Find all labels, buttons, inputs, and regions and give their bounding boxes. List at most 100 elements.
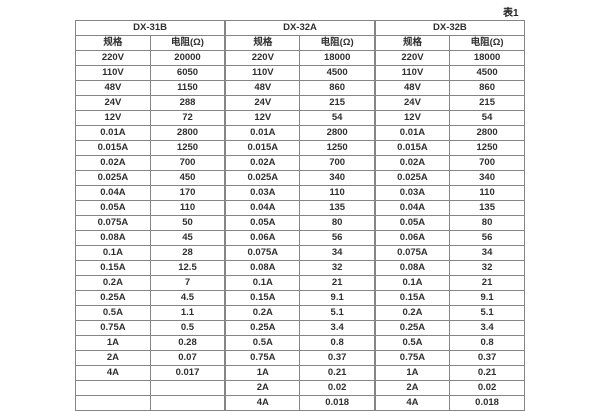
- spec-column-header: 规格: [224, 35, 301, 51]
- spec-cell: 220V: [224, 50, 301, 66]
- resistance-cell: 860: [299, 80, 376, 96]
- resistance-cell: 4500: [449, 65, 525, 81]
- resistance-cell: 3.4: [299, 320, 376, 336]
- resistance-cell: 110: [449, 185, 525, 201]
- group-header-row: DX-31B DX-32A DX-32B: [75, 20, 525, 36]
- table-row: 0.2A 7 0.1A 21 0.1A 21: [75, 275, 525, 291]
- resistance-cell: 21: [299, 275, 376, 291]
- table-row: 0.05A 110 0.04A 135 0.04A 135: [75, 200, 525, 216]
- resistance-cell: [149, 395, 226, 411]
- resistance-cell: 3.4: [449, 320, 525, 336]
- resistance-cell: 72: [149, 110, 226, 126]
- resistance-cell: 135: [299, 200, 376, 216]
- resistance-cell: 340: [449, 170, 525, 186]
- resistance-cell: 5.1: [299, 305, 376, 321]
- spec-cell: 0.5A: [373, 335, 451, 351]
- spec-cell: 0.075A: [75, 215, 151, 231]
- resistance-cell: 32: [299, 260, 376, 276]
- resistance-cell: 1250: [299, 140, 376, 156]
- resistance-cell: 54: [449, 110, 525, 126]
- spec-cell: 0.01A: [373, 125, 451, 141]
- spec-cell: 0.2A: [75, 275, 151, 291]
- resistance-cell: 6050: [149, 65, 226, 81]
- spec-cell: 1A: [373, 365, 451, 381]
- spec-cell: 4A: [75, 365, 151, 381]
- spec-cell: 0.5A: [75, 305, 151, 321]
- table-row: 0.08A 45 0.06A 56 0.06A 56: [75, 230, 525, 246]
- resistance-cell: 0.02: [299, 380, 376, 396]
- table-row: 4A 0.018 4A 0.018: [75, 395, 525, 411]
- resistance-cell: 2800: [449, 125, 525, 141]
- spec-cell: [75, 380, 151, 396]
- table-row: 0.075A 50 0.05A 80 0.05A 80: [75, 215, 525, 231]
- spec-cell: 0.025A: [224, 170, 301, 186]
- table-row: 4A 0.017 1A 0.21 1A 0.21: [75, 365, 525, 381]
- resistance-cell: 0.37: [449, 350, 525, 366]
- spec-cell: 0.05A: [75, 200, 151, 216]
- resistance-cell: 18000: [449, 50, 525, 66]
- spec-cell: 220V: [75, 50, 151, 66]
- resistance-cell: 0.28: [149, 335, 226, 351]
- table-caption: 表1: [503, 8, 519, 19]
- resistance-cell: 56: [449, 230, 525, 246]
- spec-cell: 0.04A: [224, 200, 301, 216]
- resistance-cell: 5.1: [449, 305, 525, 321]
- table-row: 0.02A 700 0.02A 700 0.02A 700: [75, 155, 525, 171]
- table-row: 0.5A 1.1 0.2A 5.1 0.2A 5.1: [75, 305, 525, 321]
- table-row: 220V 20000 220V 18000 220V 18000: [75, 50, 525, 66]
- resistance-cell: 700: [299, 155, 376, 171]
- spec-cell: 0.25A: [75, 290, 151, 306]
- table-row: 2A 0.02 2A 0.02: [75, 380, 525, 396]
- table-body: 220V 20000 220V 18000 220V 18000 110V 6050 110V 4…: [75, 50, 525, 411]
- resistance-cell: 1250: [149, 140, 226, 156]
- resistance-cell: 700: [449, 155, 525, 171]
- resistance-cell: 1150: [149, 80, 226, 96]
- spec-cell: 4A: [224, 395, 301, 411]
- spec-cell: 0.08A: [373, 260, 451, 276]
- table-row: 2A 0.07 0.75A 0.37 0.75A 0.37: [75, 350, 525, 366]
- resistance-cell: 20000: [149, 50, 226, 66]
- spec-cell: 1A: [75, 335, 151, 351]
- spec-cell: 0.2A: [373, 305, 451, 321]
- spec-cell: 0.01A: [75, 125, 151, 141]
- spec-cell: 0.02A: [75, 155, 151, 171]
- spec-cell: 0.01A: [224, 125, 301, 141]
- spec-cell: 0.025A: [75, 170, 151, 186]
- spec-cell: 0.75A: [75, 320, 151, 336]
- resistance-cell: 450: [149, 170, 226, 186]
- resistance-cell: 21: [449, 275, 525, 291]
- resistance-cell: 0.02: [449, 380, 525, 396]
- spec-cell: 0.2A: [224, 305, 301, 321]
- resistance-cell: 1.1: [149, 305, 226, 321]
- spec-cell: 0.015A: [75, 140, 151, 156]
- resistance-cell: 34: [449, 245, 525, 261]
- table-row: 0.025A 450 0.025A 340 0.025A 340: [75, 170, 525, 186]
- spec-cell: 24V: [373, 95, 451, 111]
- resistance-cell: 135: [449, 200, 525, 216]
- table-row: 24V 288 24V 215 24V 215: [75, 95, 525, 111]
- resistance-cell: 110: [149, 200, 226, 216]
- resistance-cell: 12.5: [149, 260, 226, 276]
- resistance-cell: 1250: [449, 140, 525, 156]
- spec-cell: 0.075A: [224, 245, 301, 261]
- table-row: 0.75A 0.5 0.25A 3.4 0.25A 3.4: [75, 320, 525, 336]
- resistance-column-header: 电阻(Ω): [299, 35, 376, 51]
- spec-cell: 0.02A: [373, 155, 451, 171]
- resistance-cell: 9.1: [449, 290, 525, 306]
- spec-cell: 0.1A: [224, 275, 301, 291]
- spec-cell: 24V: [224, 95, 301, 111]
- spec-cell: 0.15A: [373, 290, 451, 306]
- table-row: 1A 0.28 0.5A 0.8 0.5A 0.8: [75, 335, 525, 351]
- resistance-cell: 0.21: [299, 365, 376, 381]
- resistance-column-header: 电阻(Ω): [149, 35, 226, 51]
- resistance-cell: 2800: [299, 125, 376, 141]
- spec-cell: 0.1A: [75, 245, 151, 261]
- spec-cell: 0.03A: [373, 185, 451, 201]
- resistance-cell: 28: [149, 245, 226, 261]
- spec-cell: 24V: [75, 95, 151, 111]
- resistance-cell: 80: [449, 215, 525, 231]
- spec-column-header: 规格: [373, 35, 451, 51]
- resistance-cell: 0.07: [149, 350, 226, 366]
- spec-column-header: 规格: [75, 35, 151, 51]
- spec-cell: 0.06A: [224, 230, 301, 246]
